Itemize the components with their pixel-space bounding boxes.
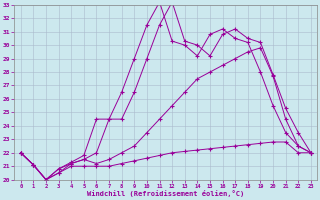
X-axis label: Windchill (Refroidissement éolien,°C): Windchill (Refroidissement éolien,°C) [87, 190, 244, 197]
